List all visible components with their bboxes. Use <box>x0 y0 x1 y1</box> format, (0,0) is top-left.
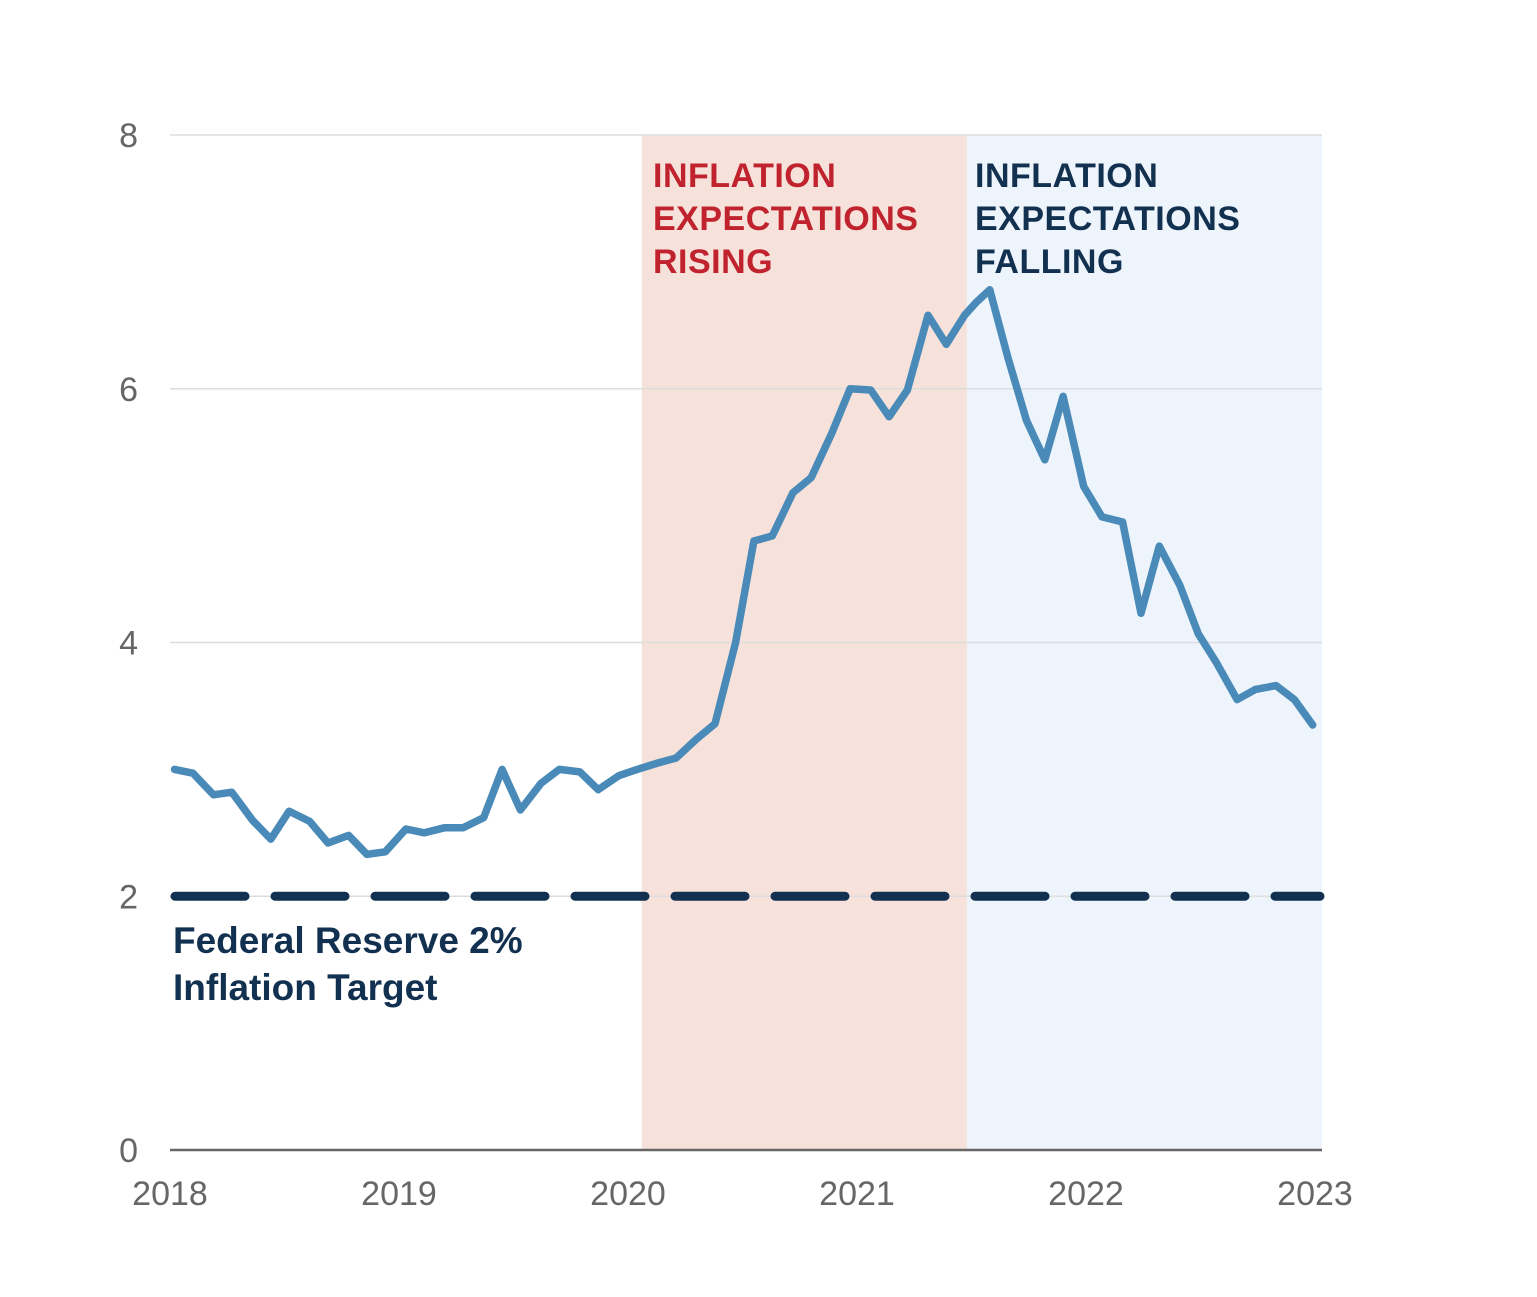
y-tick-label: 8 <box>119 117 138 155</box>
rising-label-line: INFLATION <box>653 157 836 195</box>
rising-label-line: EXPECTATIONS <box>653 200 918 238</box>
x-tick-label: 2023 <box>1277 1175 1353 1213</box>
target-label-line: Federal Reserve 2% <box>173 920 523 961</box>
x-axis-ticks: 2018 2019 2020 2021 2022 2023 <box>132 1175 1353 1213</box>
y-axis-ticks: 0 2 4 6 8 <box>119 117 138 1170</box>
rising-label-line: RISING <box>653 243 773 281</box>
y-tick-label: 0 <box>119 1132 138 1170</box>
inflation-target-label: Federal Reserve 2% Inflation Target <box>173 920 533 1008</box>
target-label-line: Inflation Target <box>173 967 437 1008</box>
rising-region-label: INFLATION EXPECTATIONS RISING <box>653 157 928 281</box>
falling-label-line: EXPECTATIONS <box>975 200 1240 238</box>
x-tick-label: 2018 <box>132 1175 208 1213</box>
y-tick-label: 6 <box>119 371 138 409</box>
falling-label-line: FALLING <box>975 243 1124 281</box>
x-tick-label: 2019 <box>361 1175 437 1213</box>
y-tick-label: 2 <box>119 878 138 916</box>
x-tick-label: 2021 <box>819 1175 895 1213</box>
x-tick-label: 2022 <box>1048 1175 1124 1213</box>
x-tick-label: 2020 <box>590 1175 666 1213</box>
falling-region-label: INFLATION EXPECTATIONS FALLING <box>975 157 1250 281</box>
falling-label-line: INFLATION <box>975 157 1158 195</box>
inflation-expectations-line <box>170 286 1317 859</box>
y-tick-label: 4 <box>119 625 138 663</box>
